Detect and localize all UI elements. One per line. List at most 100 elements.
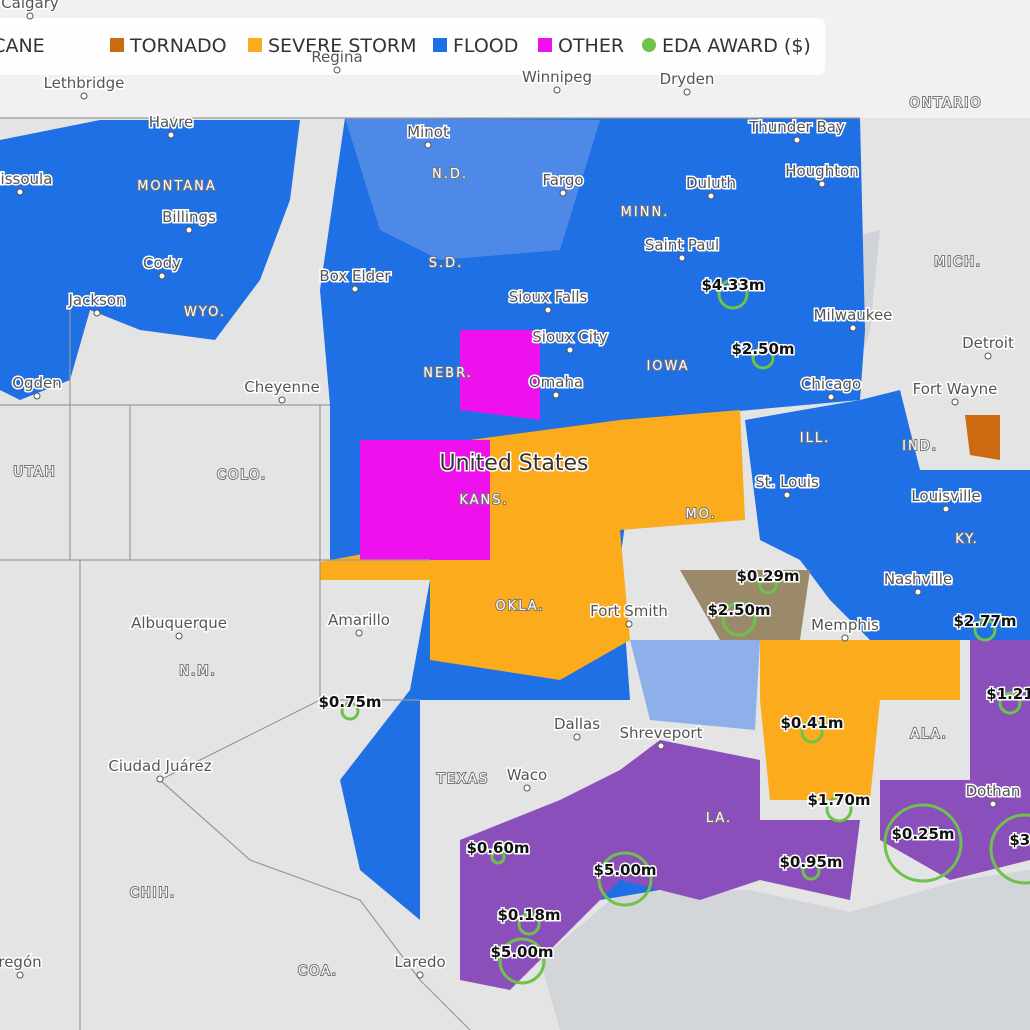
- place-label: Ogden: [12, 374, 62, 392]
- flood-region: [745, 390, 1030, 640]
- legend-label: EDA AWARD ($): [662, 35, 811, 57]
- storm-region: [320, 410, 745, 680]
- storm-region: [760, 640, 960, 800]
- region-label: MINN.: [621, 205, 670, 220]
- legend: HURRICANE TORNADO SEVERE STORM FLOOD OTHER ED…: [0, 35, 811, 57]
- place-dot: [989, 800, 997, 808]
- award-label: $0.41m: [780, 714, 843, 732]
- place-dot: [914, 588, 922, 596]
- place-dot: [573, 733, 581, 741]
- legend-swatch: [642, 38, 656, 52]
- place-dot: [942, 505, 950, 513]
- place-dot: [156, 775, 164, 783]
- place-label: Fort Smith: [590, 602, 668, 620]
- place-dot: [167, 131, 175, 139]
- place-label: Cheyenne: [244, 378, 320, 396]
- award-label: $1.70m: [807, 791, 870, 809]
- place-label: Sioux Falls: [509, 288, 588, 306]
- place-label: Duluth: [686, 174, 736, 192]
- award-circle: [973, 618, 997, 642]
- award-label: $5.00m: [490, 943, 553, 961]
- place-label: Dallas: [554, 715, 600, 733]
- place-dot: [185, 226, 193, 234]
- legend-label: HURRICANE: [0, 35, 45, 57]
- place-label: regón: [0, 953, 42, 971]
- place-label: Chicago: [801, 375, 861, 393]
- place-label: Laredo: [394, 953, 445, 971]
- region-label: NEBR.: [423, 366, 473, 381]
- legend-swatch: [538, 38, 552, 52]
- place-dot: [16, 971, 24, 979]
- award-label: $0.75m: [318, 693, 381, 711]
- place-dot: [16, 188, 24, 196]
- place-dot: [552, 391, 560, 399]
- labels: Calgary Regina Winnipeg Dryden Lethbridge Thu…: [0, 0, 1030, 985]
- award-circle: [801, 861, 821, 881]
- place-label: Shreveport: [620, 724, 703, 742]
- place-dot: [818, 180, 826, 188]
- hurricane-region: [880, 640, 1030, 880]
- place-dot: [278, 396, 286, 404]
- award-circle: [490, 849, 506, 865]
- place-dot: [559, 189, 567, 197]
- award-circle: [340, 701, 360, 721]
- place-dot: [707, 192, 715, 200]
- award-circle: [498, 937, 546, 985]
- region-label: N.D.: [432, 167, 468, 182]
- place-label: Milwaukee: [814, 306, 893, 324]
- place-dot: [158, 272, 166, 280]
- place-label: Saint Paul: [645, 236, 719, 254]
- place-dot: [33, 392, 41, 400]
- place-label: Winnipeg: [522, 68, 592, 86]
- award-circle: [883, 803, 963, 883]
- place-dot: [416, 971, 424, 979]
- region-label: MO.: [685, 507, 716, 522]
- region-label: IND.: [902, 439, 938, 454]
- region-label: OKLA.: [495, 599, 544, 614]
- place-dot: [355, 629, 363, 637]
- place-dot: [424, 141, 432, 149]
- legend-label: TORNADO: [129, 35, 227, 57]
- region-label: S.D.: [429, 256, 464, 271]
- award-circle: [800, 720, 824, 744]
- place-label: Regina: [311, 48, 362, 66]
- place-label: Jackson: [67, 291, 125, 309]
- legend-box: [0, 18, 825, 75]
- place-dot: [841, 634, 849, 642]
- tornado-region: [965, 415, 1000, 460]
- region-label: KANS.: [459, 493, 508, 508]
- place-dot: [333, 66, 341, 74]
- award-label: $2.77m: [953, 612, 1016, 630]
- place-label: Detroit: [962, 334, 1014, 352]
- place-dot: [984, 352, 992, 360]
- region-label: IOWA: [646, 359, 689, 374]
- place-dot: [26, 12, 34, 20]
- place-dot: [793, 136, 801, 144]
- place-label: Ciudad Juárez: [108, 757, 211, 775]
- award-circle: [717, 278, 749, 310]
- place-label: Sioux City: [532, 328, 608, 346]
- place-label: Fort Wayne: [913, 380, 998, 398]
- award-circle: [751, 346, 775, 370]
- place-label: Dryden: [660, 70, 715, 88]
- region-label: COLO.: [217, 468, 267, 483]
- borders: [0, 117, 860, 1030]
- award-circle: [989, 813, 1030, 885]
- place-label: Amarillo: [328, 611, 390, 629]
- region-label: CHIH.: [130, 886, 176, 901]
- place-dot: [351, 285, 359, 293]
- other-region: [460, 330, 540, 420]
- place-dot: [566, 346, 574, 354]
- place-dot: [80, 92, 88, 100]
- border: [159, 560, 471, 1030]
- flood-light: [630, 640, 760, 730]
- legend-swatch: [433, 38, 447, 52]
- place-label: Cody: [143, 254, 181, 272]
- place-label: Lethbridge: [44, 74, 125, 92]
- award-label: $32: [1009, 831, 1030, 849]
- award-circle: [758, 575, 778, 595]
- place-dot: [175, 632, 183, 640]
- place-dot: [783, 491, 791, 499]
- region-label: ALA.: [910, 727, 947, 742]
- award-label: $2.50m: [707, 601, 770, 619]
